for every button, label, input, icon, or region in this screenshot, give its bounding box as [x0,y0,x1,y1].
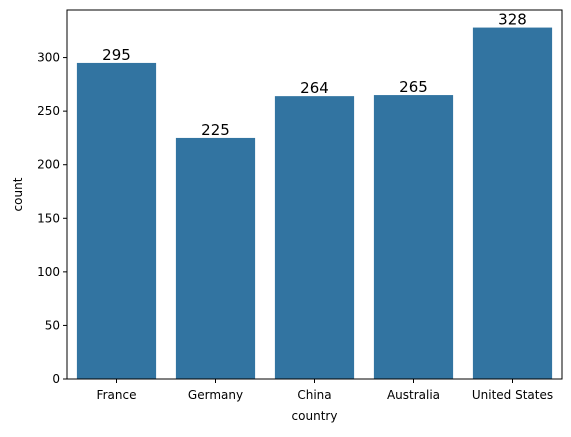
bar-australia [373,95,454,380]
y-axis-label: count [11,177,25,211]
y-tick-label: 150 [37,211,60,225]
x-axis-label: country [292,409,338,423]
bar-germany [175,137,256,379]
data-labels-layer: 295 225 264 265 328 [102,11,527,139]
data-label: 265 [399,78,428,96]
x-axis: France Germany China Australia United States [97,379,553,402]
x-tick-label: United States [472,388,553,402]
data-label: 264 [300,79,329,97]
x-tick-label: China [297,388,331,402]
bar-china [274,96,355,380]
bar-united-states [472,27,553,379]
data-label: 328 [498,11,527,29]
data-label: 295 [102,46,131,64]
y-tick-label: 0 [52,372,60,386]
y-tick-label: 300 [37,51,60,65]
data-label: 225 [201,121,230,139]
y-tick-label: 250 [37,104,60,118]
x-tick-label: Australia [387,388,440,402]
y-tick-label: 50 [45,318,60,332]
bars-layer [76,27,553,380]
y-axis: 0 50 100 150 200 250 300 [37,51,67,386]
x-tick-label: France [97,388,137,402]
y-tick-label: 200 [37,158,60,172]
y-tick-label: 100 [37,265,60,279]
plot-frame [66,9,563,380]
x-tick-label: Germany [188,388,243,402]
bar-france [76,62,157,380]
